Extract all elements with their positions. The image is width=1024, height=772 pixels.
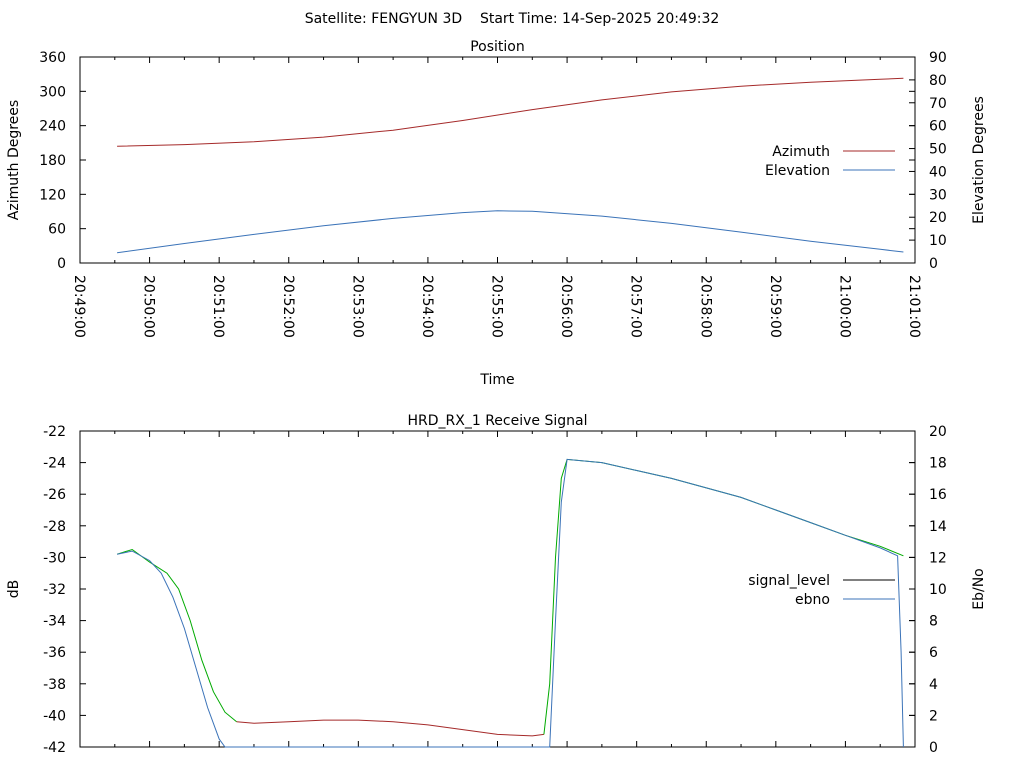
legend-label: Elevation bbox=[765, 163, 830, 179]
x-tick-label: 20:55:00 bbox=[489, 275, 505, 338]
y2-tick-label: 16 bbox=[929, 487, 947, 503]
y2-tick-label: 8 bbox=[929, 614, 938, 630]
x-tick-label: 20:53:00 bbox=[349, 275, 365, 338]
y-tick-label: -38 bbox=[43, 677, 66, 693]
page-title: Satellite: FENGYUN 3D Start Time: 14-Sep… bbox=[305, 11, 720, 27]
y2-tick-label: 70 bbox=[929, 96, 947, 112]
y2-tick-label: 4 bbox=[929, 677, 938, 693]
y2-tick-label: 10 bbox=[929, 233, 947, 249]
legend-label: ebno bbox=[795, 592, 830, 608]
y2-tick-label: 40 bbox=[929, 164, 947, 180]
x-tick-label: 20:52:00 bbox=[280, 275, 296, 338]
y-tick-label: -24 bbox=[43, 456, 66, 472]
x-tick-label: 20:59:00 bbox=[767, 275, 783, 338]
x-tick-label: 20:49:00 bbox=[71, 275, 87, 338]
y2-tick-label: 60 bbox=[929, 119, 947, 135]
y-tick-label: -36 bbox=[43, 645, 66, 661]
y2-tick-label: 50 bbox=[929, 142, 947, 158]
y-axis-label: Azimuth Degrees bbox=[6, 100, 22, 220]
y-tick-label: -42 bbox=[43, 740, 66, 756]
y2-tick-label: 2 bbox=[929, 708, 938, 724]
x-tick-label: 20:57:00 bbox=[628, 275, 644, 338]
y-tick-label: 0 bbox=[57, 256, 66, 272]
y2-tick-label: 10 bbox=[929, 582, 947, 598]
y-tick-label: 60 bbox=[48, 222, 66, 238]
legend-label: Azimuth bbox=[772, 144, 830, 160]
x-tick-label: 21:00:00 bbox=[836, 275, 852, 338]
y-tick-label: 360 bbox=[39, 50, 66, 66]
x-tick-label: 20:56:00 bbox=[558, 275, 574, 338]
y2-tick-label: 0 bbox=[929, 256, 938, 272]
y2-tick-label: 80 bbox=[929, 73, 947, 89]
y-tick-label: -28 bbox=[43, 519, 66, 535]
y-tick-label: -34 bbox=[43, 614, 66, 630]
x-tick-label: 20:51:00 bbox=[210, 275, 226, 338]
y-tick-label: -22 bbox=[43, 424, 66, 440]
chart-title: Position bbox=[470, 39, 525, 55]
x-tick-label: 20:54:00 bbox=[419, 275, 435, 338]
chart-title: HRD_RX_1 Receive Signal bbox=[408, 413, 588, 429]
series-line-signal_level bbox=[236, 719, 544, 737]
y2-tick-label: 18 bbox=[929, 456, 947, 472]
y2-tick-label: 30 bbox=[929, 187, 947, 203]
plot-frame bbox=[79, 56, 916, 264]
series-line-Azimuth bbox=[117, 77, 904, 147]
y-tick-label: 240 bbox=[39, 119, 66, 135]
legend-label: signal_level bbox=[748, 573, 830, 589]
y-tick-label: -30 bbox=[43, 550, 66, 566]
series-line-Elevation bbox=[117, 210, 904, 254]
x-tick-label: 21:01:00 bbox=[906, 275, 922, 338]
y-tick-label: 180 bbox=[39, 153, 66, 169]
y-axis-label: dB bbox=[6, 580, 22, 599]
y2-tick-label: 90 bbox=[929, 50, 947, 66]
y-tick-label: -40 bbox=[43, 708, 66, 724]
y2-tick-label: 0 bbox=[929, 740, 938, 756]
y2-tick-label: 20 bbox=[929, 210, 947, 226]
y2-tick-label: 14 bbox=[929, 519, 947, 535]
receive-signal-chart: HRD_RX_1 Receive Signal -42 -40 -38 -36 -34 -3… bbox=[6, 413, 987, 756]
y-tick-label: 120 bbox=[39, 187, 66, 203]
series-line-signal_level bbox=[116, 548, 237, 723]
y2-tick-label: 6 bbox=[929, 645, 938, 661]
series-line-ebno bbox=[116, 458, 904, 748]
x-tick-label: 20:50:00 bbox=[141, 275, 157, 338]
x-tick-label: 20:58:00 bbox=[697, 275, 713, 338]
position-chart: Position 0 60 120 180 240 300 360 0 10 20 30 40 50 60 7… bbox=[6, 39, 987, 388]
y-tick-label: -26 bbox=[43, 487, 66, 503]
y-tick-label: -32 bbox=[43, 582, 66, 598]
x-axis-label: Time bbox=[479, 372, 514, 388]
y2-axis-label: Elevation Degrees bbox=[971, 96, 987, 224]
y2-axis-label: Eb/No bbox=[971, 568, 987, 610]
y-tick-label: 300 bbox=[39, 84, 66, 100]
y2-tick-label: 12 bbox=[929, 550, 947, 566]
y2-tick-label: 20 bbox=[929, 424, 947, 440]
series-line-signal_level bbox=[543, 458, 904, 735]
